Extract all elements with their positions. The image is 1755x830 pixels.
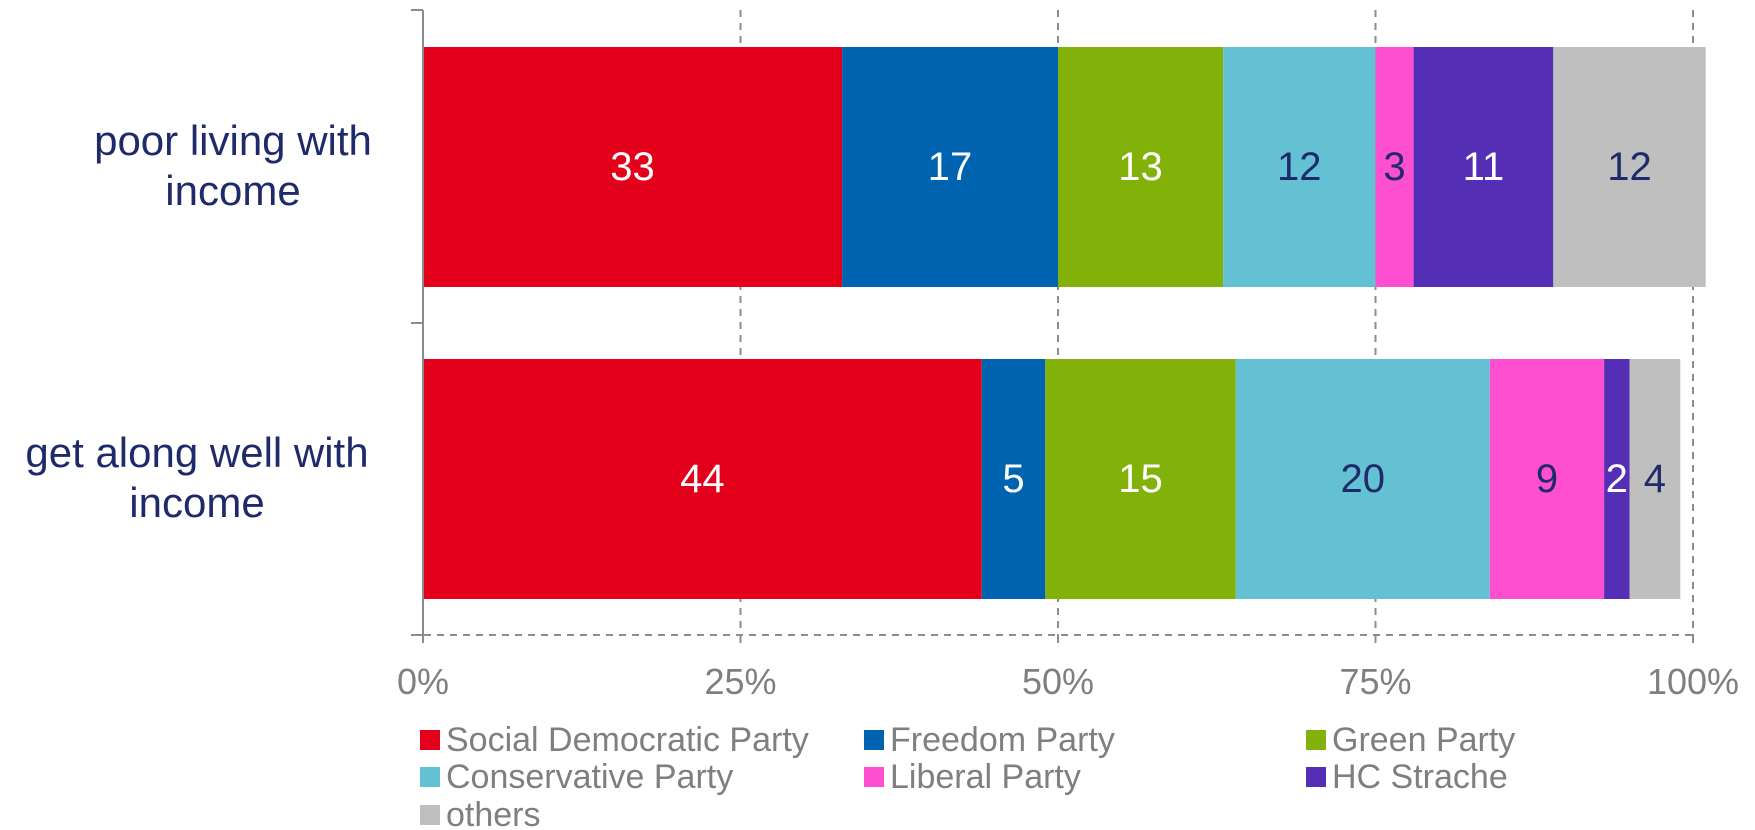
- legend-swatch: [1306, 767, 1326, 787]
- bar-segment: [981, 359, 1046, 599]
- axes: [411, 9, 1694, 643]
- data-label: 11: [1463, 145, 1505, 189]
- x-tick-label: 25%: [704, 661, 776, 702]
- legend: Social Democratic Party Freedom Party Gree…: [420, 721, 1515, 830]
- bar-segment: [1223, 47, 1376, 287]
- legend-label: Green Party: [1332, 721, 1515, 759]
- bar-segment: [1604, 359, 1630, 599]
- legend-swatch: [864, 767, 884, 787]
- x-tick-label: 0%: [397, 661, 449, 702]
- data-label: 13: [1118, 145, 1163, 189]
- category-label: poor living with income: [94, 117, 372, 214]
- legend-label: Social Democratic Party: [446, 721, 809, 759]
- legend-item: Social Democratic Party: [420, 721, 809, 759]
- bar-segment: [842, 47, 1058, 287]
- bar-segments: [423, 47, 1706, 599]
- data-label: 33: [610, 145, 655, 189]
- bar-segment: [1413, 47, 1554, 287]
- bar-segment: [1045, 359, 1236, 599]
- legend-item: Green Party: [1306, 721, 1515, 759]
- x-tick-label: 100%: [1647, 661, 1739, 702]
- bar-segment: [1375, 47, 1414, 287]
- data-label: 12: [1277, 145, 1322, 189]
- data-label: 4: [1644, 457, 1666, 501]
- data-label: 2: [1606, 457, 1628, 501]
- bar-segment: [423, 47, 843, 287]
- data-label: 44: [680, 457, 725, 501]
- legend-item: HC Strache: [1306, 758, 1508, 796]
- bar-segment: [1235, 359, 1490, 599]
- data-label: 9: [1536, 457, 1558, 501]
- category-label: get along well with income: [25, 429, 368, 526]
- legend-item: others: [420, 796, 541, 830]
- x-tick-label: 75%: [1339, 661, 1411, 702]
- bar-segment: [1553, 47, 1706, 287]
- data-label: 15: [1118, 457, 1163, 501]
- x-tick-label: 50%: [1022, 661, 1094, 702]
- legend-label: others: [446, 796, 541, 830]
- legend-item: Freedom Party: [864, 721, 1115, 759]
- data-label: 17: [928, 145, 973, 189]
- legend-swatch: [1306, 730, 1326, 750]
- legend-item: Liberal Party: [864, 758, 1081, 796]
- bar-segment: [423, 359, 982, 599]
- legend-swatch: [420, 730, 440, 750]
- legend-swatch: [420, 767, 440, 787]
- segment-labels: 33 17 13 12 3 11 12 44 5 15 20 9 2 4: [610, 145, 1666, 501]
- bar-segment: [1489, 359, 1605, 599]
- legend-swatch: [420, 805, 440, 825]
- data-label: 12: [1607, 145, 1652, 189]
- x-tick-labels: 0% 25% 50% 75% 100%: [397, 661, 1739, 702]
- legend-label: Liberal Party: [890, 758, 1081, 796]
- legend-label: Freedom Party: [890, 721, 1115, 759]
- legend-item: Conservative Party: [420, 758, 733, 796]
- bar-segment: [1058, 47, 1224, 287]
- legend-label: HC Strache: [1332, 758, 1508, 796]
- data-label: 3: [1383, 145, 1405, 189]
- data-label: 5: [1002, 457, 1024, 501]
- legend-swatch: [864, 730, 884, 750]
- bar-segment: [1629, 359, 1681, 599]
- data-label: 20: [1341, 457, 1386, 501]
- legend-label: Conservative Party: [446, 758, 733, 796]
- category-labels: poor living with income get along well wit…: [25, 117, 372, 526]
